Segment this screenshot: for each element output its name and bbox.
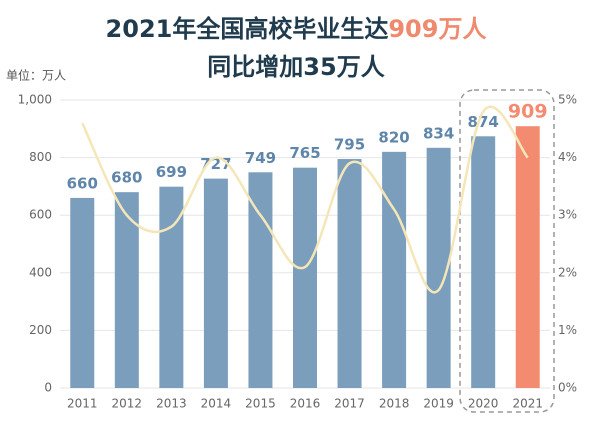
y-tick-label: 800 — [29, 150, 52, 164]
bar — [203, 178, 228, 388]
x-tick-label: 2021 — [512, 397, 543, 411]
x-tick-label: 2019 — [423, 397, 454, 411]
title-highlight: 909万人 — [388, 15, 486, 43]
bar — [337, 159, 362, 388]
bar — [471, 136, 496, 388]
chart-subtitle: 同比增加35万人 — [207, 53, 384, 81]
x-tick-label: 2014 — [201, 397, 232, 411]
y2-tick-label: 4% — [558, 150, 577, 164]
y2-tick-label: 3% — [558, 208, 577, 222]
x-tick-label: 2012 — [112, 397, 143, 411]
x-tick-label: 2016 — [290, 397, 321, 411]
value-label: 660 — [67, 174, 98, 192]
value-label: 749 — [245, 149, 276, 167]
unit-label: 单位：万人 — [6, 68, 66, 83]
y-tick-label: 1,000 — [18, 93, 52, 107]
bar — [382, 151, 407, 388]
value-label: 765 — [289, 144, 320, 162]
y2-tick-label: 2% — [558, 265, 577, 279]
x-tick-label: 2020 — [468, 397, 499, 411]
x-tick-label: 2015 — [245, 397, 276, 411]
growth-line — [81, 105, 529, 294]
value-label: 795 — [334, 136, 365, 154]
x-tick-label: 2013 — [156, 397, 187, 411]
value-label: 680 — [111, 169, 142, 187]
value-label: 834 — [423, 124, 454, 142]
chart-title: 2021年全国高校毕业生达909万人 — [106, 15, 487, 43]
bar — [293, 167, 317, 388]
y2-tick-label: 5% — [558, 93, 577, 107]
x-tick-label: 2018 — [379, 397, 410, 411]
bar — [515, 126, 540, 388]
value-label: 820 — [378, 128, 409, 146]
x-tick-label: 2011 — [67, 397, 98, 411]
bar — [114, 192, 139, 388]
title-part: 2021年全国高校毕业生达 — [106, 15, 389, 43]
y-tick-label: 400 — [29, 265, 52, 279]
bar — [159, 186, 184, 388]
value-label: 909 — [508, 101, 548, 123]
value-label: 874 — [468, 113, 499, 131]
highlight-box — [459, 89, 555, 413]
y-tick-label: 0 — [44, 381, 52, 395]
bar — [70, 197, 95, 388]
x-tick-label: 2017 — [334, 397, 365, 411]
value-label: 699 — [156, 163, 187, 181]
y2-tick-label: 0% — [558, 381, 577, 395]
bar — [248, 172, 273, 388]
y2-tick-label: 1% — [558, 323, 577, 337]
y-tick-label: 600 — [29, 208, 52, 222]
y-tick-label: 200 — [29, 323, 52, 337]
